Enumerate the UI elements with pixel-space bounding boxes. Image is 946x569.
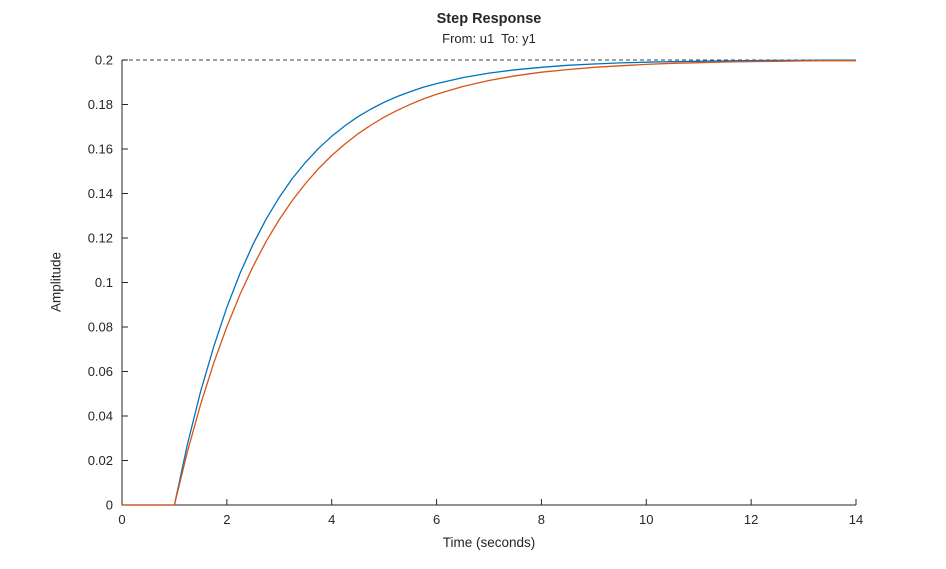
series-response-2 bbox=[122, 60, 856, 506]
y-tick-label: 0.12 bbox=[88, 231, 113, 246]
series-response-1 bbox=[122, 59, 856, 506]
x-tick-label: 14 bbox=[849, 512, 863, 527]
y-tick-label: 0.08 bbox=[88, 320, 113, 335]
y-tick-label: 0 bbox=[106, 498, 113, 513]
x-tick-label: 4 bbox=[328, 512, 335, 527]
x-tick-label: 10 bbox=[639, 512, 653, 527]
y-tick-label: 0.02 bbox=[88, 453, 113, 468]
x-tick-label: 0 bbox=[118, 512, 125, 527]
x-tick-label: 8 bbox=[538, 512, 545, 527]
y-tick-label: 0.16 bbox=[88, 142, 113, 157]
y-tick-label: 0.14 bbox=[88, 186, 113, 201]
x-tick-label: 12 bbox=[744, 512, 758, 527]
y-tick-label: 0.2 bbox=[95, 53, 113, 68]
y-tick-label: 0.04 bbox=[88, 409, 113, 424]
y-tick-label: 0.18 bbox=[88, 97, 113, 112]
axis-lines bbox=[121, 60, 856, 506]
chart-title: Step Response bbox=[436, 11, 542, 27]
x-axis-label: Time (seconds) bbox=[442, 535, 536, 550]
chart-subtitle: From: u1 To: y1 bbox=[442, 31, 536, 46]
y-tick-label: 0.1 bbox=[95, 275, 113, 290]
x-tick-label: 6 bbox=[433, 512, 440, 527]
x-tick-label: 2 bbox=[223, 512, 230, 527]
y-tick-label: 0.06 bbox=[88, 364, 113, 379]
